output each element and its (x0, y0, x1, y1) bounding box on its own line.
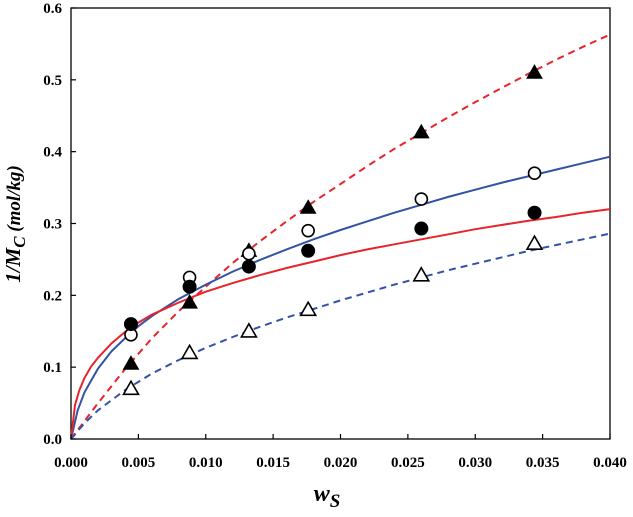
x-tick-label: 0.000 (54, 455, 88, 471)
x-axis-title-sub: S (330, 491, 341, 512)
point-series-3 (241, 259, 256, 274)
y-tick-label: 0.3 (43, 217, 62, 233)
x-tick-label: 0.020 (324, 455, 358, 471)
x-tick-label: 0.025 (391, 455, 425, 471)
x-tick-label: 0.015 (256, 455, 290, 471)
point-series-4 (299, 300, 318, 317)
point-series-2 (242, 246, 256, 261)
point-series-1 (122, 355, 140, 370)
x-tick-label: 0.005 (122, 455, 156, 471)
x-tick-label: 0.030 (458, 455, 492, 471)
point-series-2 (527, 166, 542, 181)
point-series-4 (240, 322, 258, 338)
point-series-4 (122, 379, 140, 396)
point-series-3 (527, 205, 542, 220)
fit-curve-1 (70, 33, 611, 440)
data-markers (122, 64, 544, 396)
x-tick-label: 0.010 (189, 455, 223, 471)
y-tick-label: 0.2 (43, 288, 62, 304)
fit-curve-2 (70, 155, 611, 440)
y-tick-label: 0.0 (43, 432, 62, 448)
fit-curve-3 (70, 208, 611, 440)
point-series-2 (301, 223, 315, 238)
point-series-4 (412, 266, 431, 282)
y-tick-label: 0.4 (43, 145, 62, 161)
point-series-3 (123, 317, 138, 332)
y-axis-ticks: 0.0 0.1 0.2 0.3 0.4 0.5 0.6 (43, 1, 76, 448)
x-tick-label: 0.035 (526, 455, 560, 471)
point-series-3 (414, 221, 429, 236)
fit-curve-4 (70, 232, 611, 440)
y-tick-label: 0.1 (43, 360, 62, 376)
point-series-3 (301, 243, 316, 258)
x-tick-label: 0.040 (593, 455, 627, 471)
y-tick-label: 0.5 (43, 73, 62, 89)
point-series-3 (182, 279, 197, 294)
point-series-4 (180, 343, 199, 360)
x-axis-ticks: 0.000 0.005 0.010 0.015 0.020 0.025 0.030 0.035… (54, 434, 627, 471)
point-series-1 (412, 123, 430, 139)
point-series-4 (525, 234, 544, 250)
x-axis-title: wS (314, 481, 341, 512)
y-axis-title-main: 1/M (1, 246, 25, 282)
y-tick-label: 0.6 (43, 1, 62, 17)
y-axis-title-unit: (mol/kg) (4, 165, 25, 236)
y-axis-title-sub: C (10, 236, 29, 248)
point-series-2 (414, 192, 429, 206)
x-axis-title-main: w (314, 481, 331, 507)
point-series-1 (181, 293, 198, 309)
point-series-1 (526, 64, 543, 79)
fit-curves (70, 33, 611, 440)
point-series-1 (299, 199, 317, 214)
y-axis-title: 1/MC (mol/kg) (1, 165, 29, 283)
